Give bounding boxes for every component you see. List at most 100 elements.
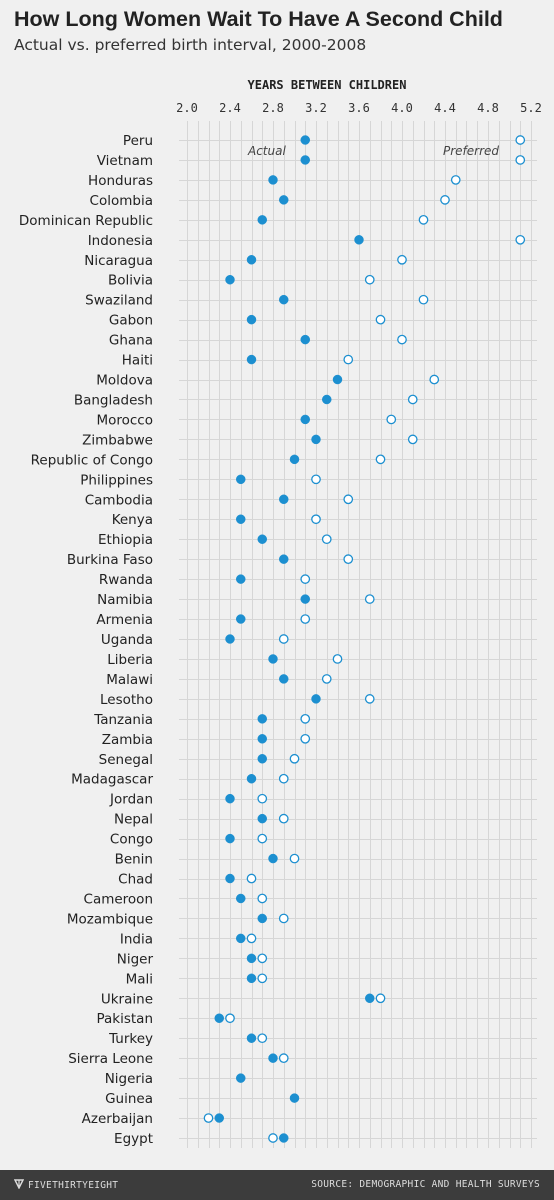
country-label: Cambodia — [85, 492, 153, 508]
actual-point — [289, 454, 300, 465]
actual-point — [236, 614, 246, 624]
country-label: Rwanda — [99, 572, 153, 588]
actual-point — [225, 873, 235, 884]
country-label: Colombia — [90, 193, 153, 209]
preferred-point — [289, 853, 300, 864]
x-tick-label: 3.6 — [348, 101, 370, 115]
country-label: Namibia — [97, 592, 153, 608]
actual-point — [311, 434, 321, 445]
country-label: Pakistan — [96, 1011, 153, 1027]
preferred-point — [375, 314, 386, 325]
actual-point — [236, 514, 246, 524]
x-tick-label: 2.8 — [262, 101, 284, 115]
country-label: Niger — [117, 951, 154, 967]
preferred-point — [268, 1133, 278, 1143]
preferred-point — [278, 1053, 289, 1064]
actual-point — [236, 474, 246, 485]
actual-point — [279, 195, 289, 205]
dot-plot-chart: 2.0 2.4 2.8 3.2 3.6 4.0 4.4 4.8 5.2 Peru Vietnam Ho… — [19, 101, 542, 1148]
actual-point — [257, 913, 267, 924]
preferred-point — [257, 973, 268, 984]
brand-logo: FIVETHIRTYEIGHT — [14, 1179, 118, 1191]
preferred-point — [203, 1113, 214, 1123]
preferred-point — [397, 334, 407, 345]
preferred-point — [397, 254, 407, 265]
x-tick-label: 2.0 — [176, 101, 198, 115]
country-label: Ghana — [109, 333, 153, 349]
country-label: Malawi — [106, 672, 153, 688]
actual-point — [225, 793, 235, 804]
country-label: Tanzania — [93, 712, 153, 728]
fivethirtyeight-logo-icon — [14, 1179, 24, 1189]
preferred-point — [364, 694, 375, 704]
preferred-point — [332, 654, 343, 664]
actual-point — [300, 155, 310, 165]
x-tick-label: 4.4 — [434, 101, 456, 115]
actual-point — [214, 1013, 224, 1023]
actual-point — [300, 594, 310, 604]
country-label: Burkina Faso — [67, 552, 153, 568]
country-label: Swaziland — [85, 293, 153, 309]
country-label: Gabon — [109, 313, 153, 329]
actual-point — [365, 993, 375, 1004]
preferred-point — [257, 833, 268, 844]
preferred-point — [300, 614, 311, 624]
preferred-point — [386, 414, 397, 425]
preferred-point — [311, 514, 321, 525]
country-label: Ethiopia — [98, 532, 153, 548]
country-label: Vietnam — [97, 153, 153, 169]
preferred-point — [343, 554, 354, 565]
country-label: Benin — [115, 852, 153, 868]
actual-point — [225, 634, 235, 644]
country-label: Moldova — [96, 373, 153, 389]
chart-title: How Long Women Wait To Have A Second Chi… — [14, 7, 503, 31]
country-label: Sierra Leone — [68, 1051, 153, 1067]
country-label: Bolivia — [108, 273, 153, 289]
actual-point — [279, 554, 289, 564]
series-label-actual: Actual — [247, 144, 286, 158]
actual-point — [279, 294, 289, 305]
country-label: Senegal — [99, 752, 153, 768]
series-label-preferred: Preferred — [443, 144, 499, 158]
country-label: Guinea — [105, 1091, 153, 1107]
actual-point — [214, 1113, 224, 1123]
preferred-point — [418, 294, 429, 305]
preferred-point — [278, 634, 289, 644]
actual-point — [257, 714, 267, 724]
preferred-point — [407, 434, 418, 445]
preferred-point — [515, 234, 526, 245]
country-label: Lesotho — [100, 692, 153, 708]
preferred-point — [257, 793, 268, 804]
actual-point — [236, 1073, 246, 1083]
actual-point — [300, 334, 310, 345]
actual-point — [322, 394, 332, 405]
country-label: Nicaragua — [84, 253, 153, 269]
brand-name: FIVETHIRTYEIGHT — [28, 1180, 119, 1191]
country-label: Republic of Congo — [31, 452, 153, 468]
country-label: Jordan — [109, 792, 153, 808]
country-label: Mozambique — [67, 911, 153, 927]
preferred-point — [246, 873, 257, 884]
actual-point — [257, 534, 267, 544]
country-label: Azerbaijan — [82, 1111, 153, 1127]
preferred-point — [418, 214, 429, 225]
country-label: Liberia — [107, 652, 153, 668]
country-label: Philippines — [80, 472, 153, 488]
actual-point — [246, 953, 257, 964]
actual-point — [332, 374, 343, 385]
actual-point — [279, 674, 289, 684]
x-axis-title: YEARS BETWEEN CHILDREN — [247, 78, 407, 92]
actual-point — [279, 1133, 289, 1143]
preferred-point — [343, 494, 354, 505]
actual-point — [246, 1033, 257, 1043]
country-label: Uganda — [101, 632, 153, 648]
actual-point — [289, 1093, 300, 1103]
preferred-point — [225, 1013, 235, 1024]
actual-point — [236, 893, 246, 904]
country-label: Ukraine — [101, 991, 153, 1007]
preferred-point — [321, 674, 332, 684]
actual-point — [257, 734, 267, 744]
actual-point — [311, 694, 321, 704]
actual-point — [246, 314, 257, 325]
preferred-point — [375, 454, 386, 465]
